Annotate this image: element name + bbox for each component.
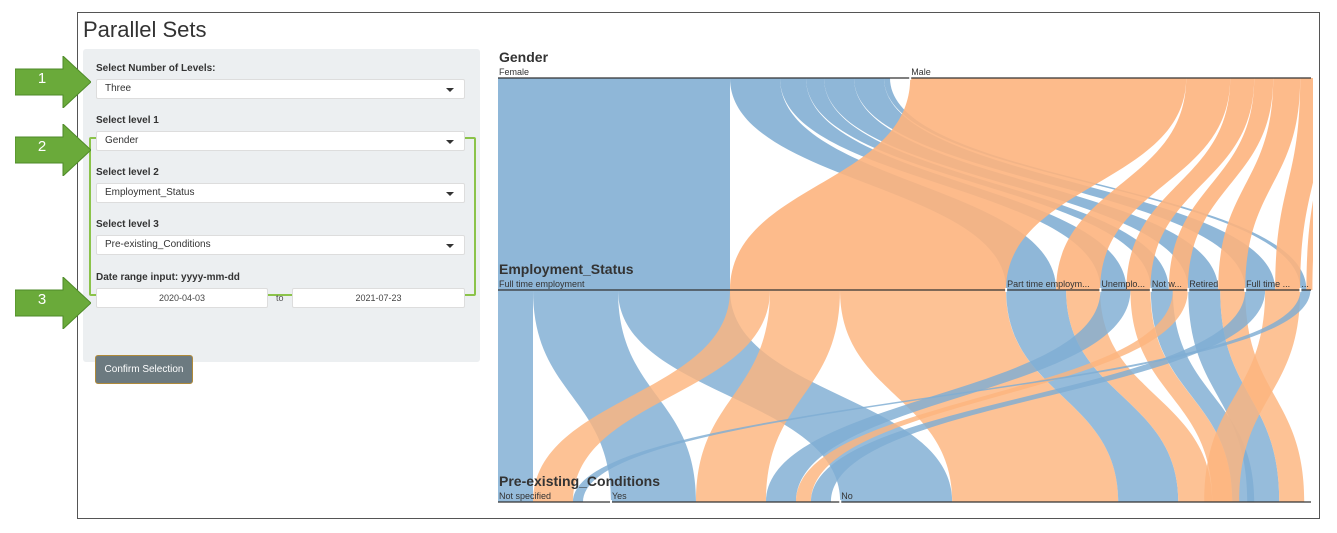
levels-select[interactable]: Three bbox=[96, 79, 465, 99]
callout-arrow-1: 1 bbox=[15, 56, 91, 108]
category-label: Not specified bbox=[499, 491, 551, 501]
employment-condition-ribbon bbox=[1204, 290, 1301, 502]
employment-condition-ribbon bbox=[1066, 290, 1213, 502]
levels-select-value: Three bbox=[105, 83, 132, 94]
callout-number-2: 2 bbox=[37, 138, 47, 155]
category-label: Full time ... bbox=[1246, 279, 1290, 289]
employment-condition-ribbon bbox=[533, 290, 770, 502]
date-start-input[interactable]: 2020-04-03 bbox=[96, 288, 268, 308]
sidebar-panel: Select Number of Levels: Three Select le… bbox=[83, 49, 480, 384]
level2-select[interactable]: Employment_Status bbox=[96, 183, 465, 203]
callout-arrow-2: 2 bbox=[15, 124, 91, 176]
page-title: Parallel Sets bbox=[83, 17, 207, 42]
employment-condition-ribbon bbox=[811, 290, 1266, 502]
date-separator: to bbox=[276, 293, 284, 303]
category-label: Full time employment bbox=[499, 279, 585, 289]
category-label: Not w... bbox=[1152, 279, 1182, 289]
callout-number-3: 3 bbox=[37, 291, 47, 308]
category-label: Retired bbox=[1189, 279, 1218, 289]
employment-condition-ribbon bbox=[796, 290, 1188, 502]
category-label: No bbox=[841, 491, 853, 501]
level1-label: Select level 1 bbox=[96, 115, 159, 126]
employment-condition-ribbon bbox=[1006, 290, 1179, 502]
arrow-shape bbox=[15, 124, 91, 176]
gender-employment-ribbon bbox=[1306, 200, 1313, 290]
level2-select-value: Employment_Status bbox=[105, 187, 195, 198]
callout-arrow-3: 3 bbox=[15, 277, 91, 329]
employment-condition-ribbon bbox=[766, 290, 1131, 502]
gender-employment-ribbon bbox=[1126, 78, 1255, 290]
gender-employment-ribbon bbox=[1275, 78, 1313, 290]
gender-employment-ribbon bbox=[498, 78, 730, 290]
level3-select-value: Pre-existing_Conditions bbox=[105, 239, 211, 250]
category-label: ... bbox=[1301, 279, 1309, 289]
gender-employment-ribbon bbox=[1218, 78, 1301, 290]
category-label: Male bbox=[911, 67, 931, 77]
date-range-label: Date range input: yyyy-mm-dd bbox=[96, 272, 240, 283]
dimension-label: Pre-existing_Conditions bbox=[499, 473, 660, 489]
category-label: Part time employm... bbox=[1007, 279, 1090, 289]
level3-select[interactable]: Pre-existing_Conditions bbox=[96, 235, 465, 255]
employment-condition-ribbon bbox=[498, 290, 533, 502]
callout-number-1: 1 bbox=[37, 70, 47, 87]
category-label: Yes bbox=[612, 491, 627, 501]
level2-label: Select level 2 bbox=[96, 167, 159, 178]
chevron-down-icon bbox=[446, 140, 454, 144]
arrow-shape bbox=[15, 56, 91, 108]
category-label: Unemplo... bbox=[1101, 279, 1145, 289]
level3-label: Select level 3 bbox=[96, 219, 159, 230]
dimension-label: Gender bbox=[499, 49, 549, 65]
chevron-down-icon bbox=[446, 192, 454, 196]
gender-employment-ribbon bbox=[730, 78, 1187, 290]
date-end-input[interactable]: 2021-07-23 bbox=[292, 288, 465, 308]
arrow-shape bbox=[15, 277, 91, 329]
employment-condition-ribbon bbox=[840, 290, 1119, 502]
parallel-sets-chart: Gender Female Male Employment_Status Full ti… bbox=[498, 49, 1313, 504]
chevron-down-icon bbox=[446, 244, 454, 248]
level1-select-value: Gender bbox=[105, 135, 139, 146]
category-label: Female bbox=[499, 67, 529, 77]
chevron-down-icon bbox=[446, 88, 454, 92]
employment-condition-ribbon bbox=[573, 290, 1311, 502]
levels-label: Select Number of Levels: bbox=[96, 63, 216, 74]
gender-employment-ribbon bbox=[1168, 78, 1274, 290]
gender-employment-ribbon bbox=[1056, 78, 1231, 290]
dimension-label: Employment_Status bbox=[499, 261, 634, 277]
employment-condition-ribbon bbox=[696, 290, 840, 502]
confirm-selection-button[interactable]: Confirm Selection bbox=[95, 355, 193, 384]
level1-select[interactable]: Gender bbox=[96, 131, 465, 151]
employment-condition-ribbon bbox=[1130, 290, 1233, 502]
